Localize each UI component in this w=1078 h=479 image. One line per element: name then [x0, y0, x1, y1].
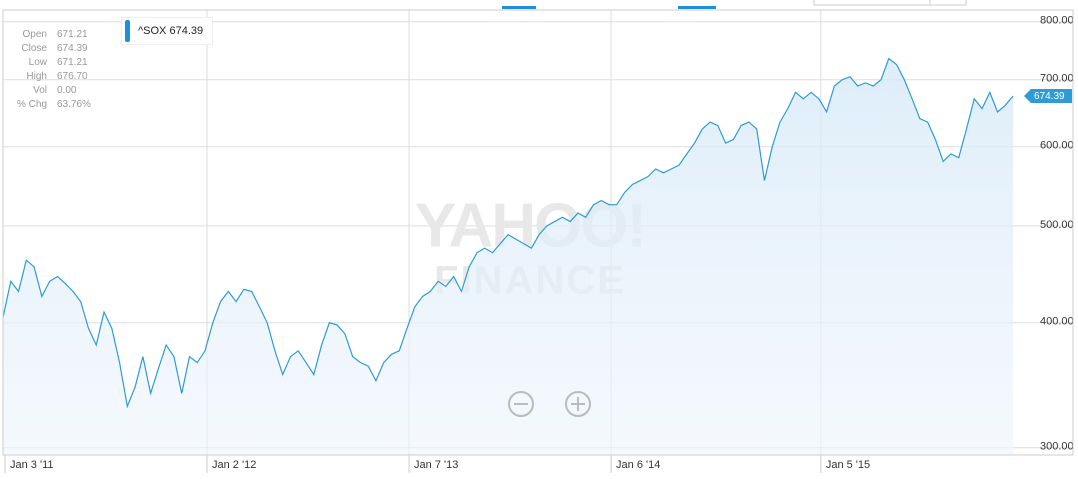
info-row: High 676.70	[8, 70, 91, 84]
info-value: 671.21	[57, 29, 88, 40]
tab-indicator[interactable]	[678, 6, 716, 9]
info-row: Vol 0.00	[8, 84, 91, 98]
price-line	[2, 57, 1014, 409]
info-label: Vol	[33, 85, 47, 96]
info-value: 0.00	[57, 85, 77, 96]
legend-name: ^SOX	[138, 25, 167, 37]
tab-indicator[interactable]	[502, 6, 536, 9]
legend-text: ^SOX 674.39	[138, 18, 203, 44]
date-input[interactable]	[813, 0, 967, 6]
y-tick-label: 600.00	[1040, 140, 1074, 152]
x-tick-label: Jan 6 '14	[616, 459, 660, 471]
x-tick-label: Jan 5 '15	[826, 459, 870, 471]
x-tick-label: Jan 3 '11	[10, 459, 53, 471]
y-tick-label: 500.00	[1040, 219, 1074, 231]
info-value: 676.70	[57, 71, 88, 82]
info-row: % Chg 63.76%	[8, 98, 91, 112]
info-label: High	[26, 71, 47, 82]
x-tick-label: Jan 7 '13	[414, 459, 458, 471]
zoom-out[interactable]	[508, 391, 534, 417]
legend-value: 674.39	[169, 25, 204, 37]
y-tick-label: 300.00	[1040, 441, 1074, 453]
info-row: Close 674.39	[8, 42, 91, 56]
y-tick-label: 400.00	[1040, 316, 1074, 328]
info-row: Low 671.21	[8, 56, 91, 70]
area	[3, 58, 1014, 455]
zoom-in[interactable]	[565, 391, 591, 417]
x-tick-label: Jan 2 '12	[212, 459, 256, 471]
info-value: 674.39	[57, 43, 88, 54]
info-label: Low	[28, 57, 47, 68]
info-row: Open 671.21	[8, 28, 91, 42]
info-panel: Open 671.21 Close 674.39 Low 671.21 High 676.70…	[8, 28, 91, 112]
y-tick-label: 800.00	[1040, 15, 1074, 27]
info-label: Open	[22, 29, 47, 40]
legend: ^SOX 674.39	[121, 17, 213, 45]
legend-swatch	[125, 20, 130, 42]
y-tick-label: 700.00	[1040, 73, 1074, 85]
plot-frame	[2, 9, 1074, 456]
info-label: % Chg	[16, 99, 47, 110]
info-value: 63.76%	[57, 99, 91, 110]
price-badge	[1024, 88, 1072, 103]
info-value: 671.21	[57, 57, 88, 68]
price-badge-label: 674.39	[1034, 91, 1065, 102]
info-label: Close	[21, 43, 47, 54]
